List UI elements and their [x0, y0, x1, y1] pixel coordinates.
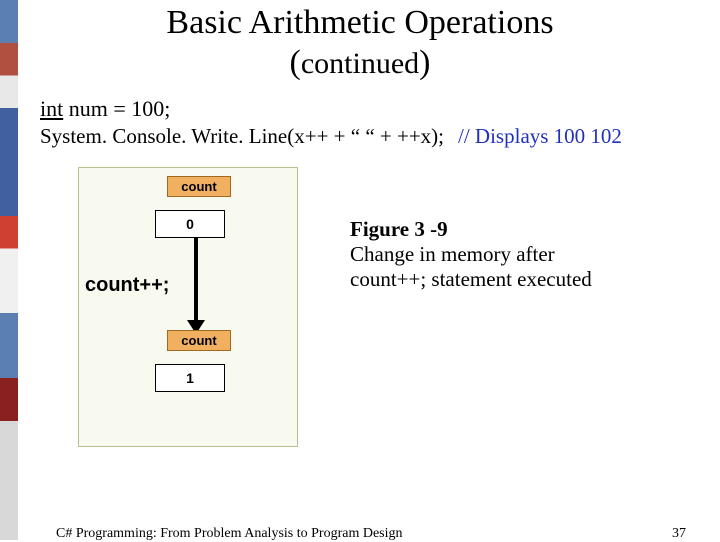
code-decl-rest: num = 100;: [63, 96, 170, 121]
diagram-label-top: count: [167, 176, 231, 197]
diagram-label-bottom: count: [167, 330, 231, 351]
figure-number: Figure 3 -9: [350, 217, 448, 241]
figure-caption: Figure 3 -9 Change in memory after count…: [350, 217, 700, 292]
slide-title: Basic Arithmetic Operations: [0, 4, 720, 42]
diagram-value-top: 0: [155, 210, 225, 238]
slide-subtitle: (continued): [0, 44, 720, 82]
subtitle-text: continued: [301, 47, 419, 80]
diagram-value-bottom: 1: [155, 364, 225, 392]
code-line-writeline: System. Console. Write. Line(x++ + “ “ +…: [40, 124, 720, 149]
caption-line2: count++; statement executed: [350, 267, 592, 291]
code-block: int num = 100; System. Console. Write. L…: [40, 96, 720, 149]
code-line-declaration: int num = 100;: [40, 96, 720, 122]
arrow-shaft: [194, 238, 198, 324]
caption-line1: Change in memory after: [350, 242, 555, 266]
code-comment: // Displays 100 102: [458, 124, 622, 148]
code-statement: System. Console. Write. Line(x++ + “ “ +…: [40, 124, 444, 148]
diagram-statement: count++;: [85, 274, 169, 297]
code-keyword-int: int: [40, 96, 63, 121]
memory-diagram: count 0 count++; count 1: [78, 167, 298, 447]
